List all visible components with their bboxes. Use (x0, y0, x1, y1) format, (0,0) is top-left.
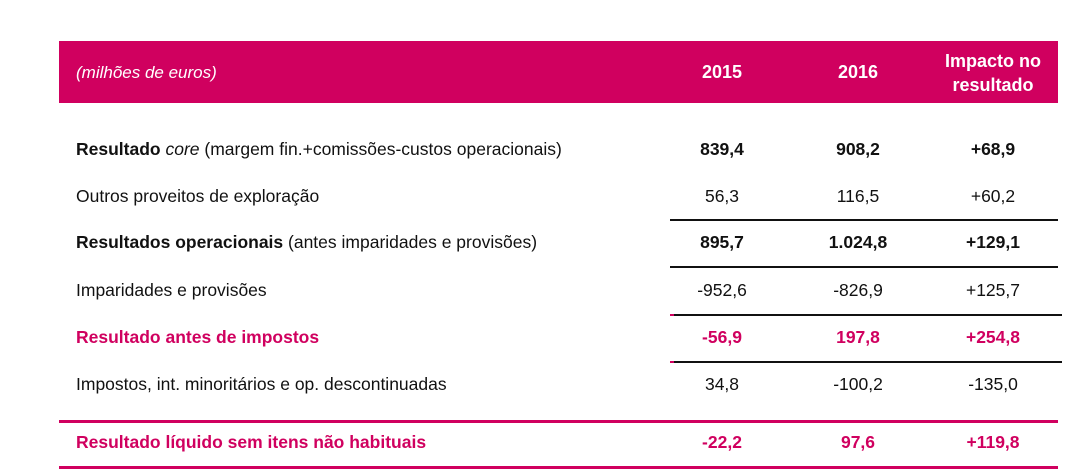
row-label: Imparidades e provisões (76, 280, 267, 300)
row-label-note: (margem fin.+comissões-custos operaciona… (199, 139, 562, 159)
column-2015: 2015 (701, 62, 743, 82)
value-2016: -826,9 (833, 280, 883, 300)
value-2016: 97,6 (840, 432, 876, 452)
value-2015: 34,8 (704, 374, 740, 394)
value-impact: +68,9 (970, 139, 1016, 159)
value-impact: -135,0 (968, 374, 1018, 394)
row-label-note: (antes imparidades e provisões) (283, 232, 538, 252)
row-label: Resultado (76, 139, 166, 159)
row-label: Impostos, int. minoritários e op. descon… (76, 374, 447, 394)
divider (670, 266, 1058, 268)
table-row: Impostos, int. minoritários e op. descon… (76, 374, 1058, 398)
table-header: (milhões de euros) 2015 2016 Impacto no … (59, 41, 1058, 103)
table-row: Imparidades e provisões -952,6 -826,9 +1… (76, 280, 1058, 304)
value-2016: 1.024,8 (828, 232, 888, 252)
column-impact: Impacto no resultado (944, 51, 1041, 95)
value-2016: 197,8 (836, 327, 880, 347)
divider (670, 219, 1058, 221)
value-2015: 839,4 (700, 139, 744, 159)
value-2016: 908,2 (836, 139, 880, 159)
value-2015: -952,6 (697, 280, 747, 300)
value-impact: +119,8 (966, 432, 1020, 452)
row-label: Resultado antes de impostos (76, 327, 320, 347)
value-2015: -22,2 (702, 432, 742, 452)
value-impact: +254,8 (965, 327, 1020, 347)
column-2016: 2016 (837, 62, 879, 82)
value-2016: 116,5 (836, 186, 880, 206)
row-label-italic: core (165, 139, 200, 159)
value-impact: +129,1 (965, 232, 1020, 252)
divider (670, 361, 1062, 363)
value-impact: +60,2 (970, 186, 1016, 206)
divider (59, 466, 1058, 469)
divider (59, 420, 1058, 423)
value-impact: +125,7 (965, 280, 1020, 300)
table-row: Outros proveitos de exploração 56,3 116,… (76, 186, 1058, 210)
value-2015: -56,9 (702, 327, 742, 347)
table-row: Resultado líquido sem itens não habituai… (76, 432, 1058, 456)
row-label: Outros proveitos de exploração (76, 186, 320, 206)
row-label: Resultados operacionais (76, 232, 284, 252)
value-2016: -100,2 (833, 374, 883, 394)
table-row: Resultado antes de impostos -56,9 197,8 … (76, 327, 1058, 351)
table-row: Resultados operacionais (antes imparidad… (76, 232, 1058, 256)
table-row: Resultado core (margem fin.+comissões-cu… (76, 139, 1058, 163)
row-label: Resultado líquido sem itens não habituai… (76, 432, 427, 452)
value-2015: 56,3 (704, 186, 740, 206)
divider (670, 314, 1062, 316)
value-2015: 895,7 (700, 232, 744, 252)
unit-label: (milhões de euros) (76, 63, 217, 82)
